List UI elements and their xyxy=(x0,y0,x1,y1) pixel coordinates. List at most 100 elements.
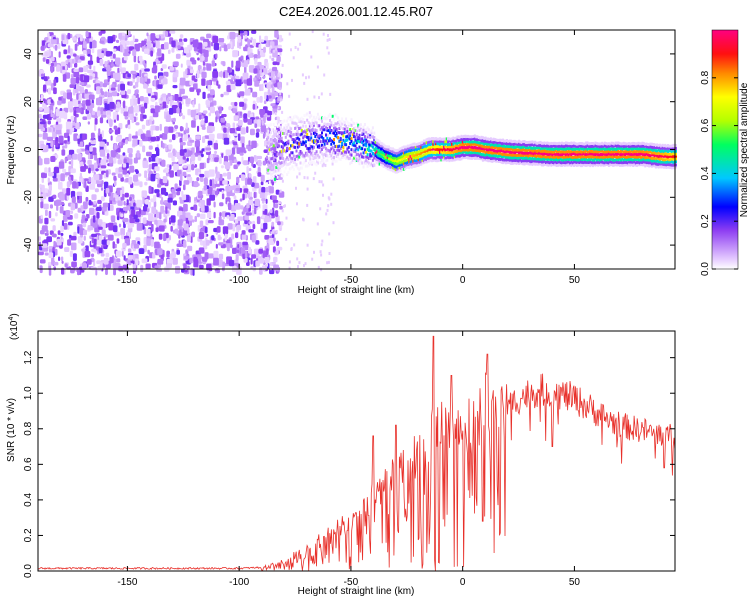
heatmap-cell xyxy=(166,250,170,258)
heatmap-cell xyxy=(519,158,522,162)
heatmap-cell xyxy=(142,60,145,65)
heatmap-cell xyxy=(382,146,385,150)
heatmap-cell xyxy=(451,145,453,148)
heatmap-cell xyxy=(543,152,546,156)
heatmap-cell xyxy=(460,150,463,154)
heatmap-cell xyxy=(510,150,513,154)
heatmap-cell xyxy=(581,158,584,162)
heatmap-cell xyxy=(329,119,331,122)
heatmap-cell xyxy=(61,34,65,42)
heatmap-cell xyxy=(312,131,315,135)
heatmap-cell xyxy=(240,136,245,144)
heatmap-cell xyxy=(435,145,437,149)
heatmap-cell xyxy=(319,150,322,154)
heatmap-cell xyxy=(495,159,498,163)
heatmap-cell xyxy=(591,152,594,156)
heatmap-cell xyxy=(294,121,297,125)
heatmap-cell xyxy=(202,136,206,143)
heatmap-cell xyxy=(212,71,219,78)
heatmap-cell xyxy=(349,122,352,126)
heatmap-cell xyxy=(321,119,323,123)
heatmap-cell xyxy=(597,142,600,146)
heatmap-cell xyxy=(563,147,566,151)
heatmap-cell xyxy=(277,74,280,78)
heatmap-cell xyxy=(367,161,370,165)
heatmap-cell xyxy=(426,149,429,153)
heatmap-cell xyxy=(44,157,50,165)
heatmap-cell xyxy=(315,142,318,146)
heatmap-cell xyxy=(260,174,265,182)
heatmap-cell xyxy=(420,148,423,152)
heatmap-cell xyxy=(507,149,510,153)
heatmap-cell xyxy=(535,157,538,161)
heatmap-cell xyxy=(39,140,44,145)
heatmap-cell xyxy=(371,135,374,139)
heatmap-cell xyxy=(484,147,487,151)
heatmap-cell xyxy=(590,142,593,145)
heatmap-cell xyxy=(262,160,267,166)
heatmap-cell xyxy=(343,150,346,154)
heatmap-cell xyxy=(274,203,279,209)
heatmap-cell xyxy=(425,152,428,156)
heatmap-cell xyxy=(132,74,136,79)
heatmap-cell xyxy=(271,157,274,161)
heatmap-cell xyxy=(425,160,428,164)
heatmap-cell xyxy=(316,140,319,143)
heatmap-cell xyxy=(279,92,282,96)
heatmap-cell xyxy=(243,113,248,119)
heatmap-cell xyxy=(575,150,578,154)
heatmap-cell xyxy=(278,144,280,148)
heatmap-cell xyxy=(339,157,342,161)
heatmap-cell xyxy=(204,115,208,124)
heatmap-cell xyxy=(292,56,295,60)
heatmap-cell xyxy=(264,35,268,41)
heatmap-cell xyxy=(325,147,327,151)
heatmap-cell xyxy=(544,155,547,159)
heatmap-cell xyxy=(390,165,393,169)
heatmap-cell xyxy=(98,128,101,136)
heatmap-cell xyxy=(441,151,444,155)
heatmap-cell xyxy=(206,80,211,87)
heatmap-cell xyxy=(463,143,466,147)
heatmap-cell xyxy=(587,161,590,164)
heatmap-cell xyxy=(150,50,153,57)
heatmap-cell xyxy=(477,146,480,150)
heatmap-cell xyxy=(551,144,554,148)
heatmap-cell xyxy=(330,115,333,119)
heatmap-cell xyxy=(209,106,215,114)
heatmap-cell xyxy=(374,151,377,155)
heatmap-cell xyxy=(53,87,57,95)
heatmap-cell xyxy=(84,250,91,258)
heatmap-cell xyxy=(527,162,530,166)
heatmap-cell xyxy=(205,239,210,246)
heatmap-cell xyxy=(257,172,262,177)
heatmap-cell xyxy=(266,182,268,186)
heatmap-cell xyxy=(477,156,480,160)
heatmap-cell xyxy=(53,166,59,174)
heatmap-cell xyxy=(566,155,569,159)
heatmap-cell xyxy=(56,238,62,246)
heatmap-cell xyxy=(361,133,364,136)
heatmap-cell xyxy=(272,66,278,72)
heatmap-cell xyxy=(480,141,483,145)
heatmap-cell xyxy=(548,162,551,166)
heatmap-cell xyxy=(276,135,279,139)
heatmap-cell xyxy=(366,160,369,164)
heatmap-cell xyxy=(385,166,388,170)
heatmap-cell xyxy=(284,204,286,208)
heatmap-cell xyxy=(93,162,98,169)
heatmap-cell xyxy=(216,80,219,86)
heatmap-cell xyxy=(312,145,315,149)
heatmap-cell xyxy=(318,144,321,148)
heatmap-cell xyxy=(330,142,333,146)
heatmap-cell xyxy=(579,152,582,156)
heatmap-cell xyxy=(432,158,435,162)
heatmap-cell xyxy=(120,107,124,114)
heatmap-cell xyxy=(186,59,191,66)
heatmap-cell xyxy=(512,143,515,146)
heatmap-cell xyxy=(563,142,566,146)
heatmap-cell xyxy=(154,219,158,225)
heatmap-cell xyxy=(83,235,86,241)
heatmap-cell xyxy=(429,145,432,149)
heatmap-cell xyxy=(248,229,255,233)
